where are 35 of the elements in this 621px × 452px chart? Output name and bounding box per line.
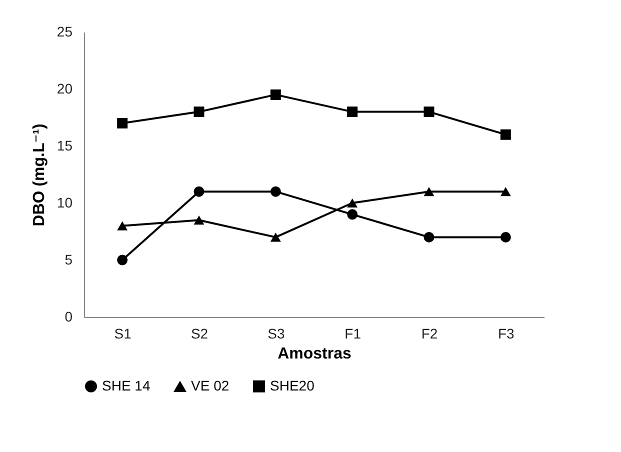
point bbox=[424, 106, 434, 118]
x-tick-label: F2 bbox=[421, 326, 438, 342]
point bbox=[270, 89, 281, 100]
point bbox=[194, 186, 204, 197]
point bbox=[347, 209, 358, 220]
x-tick-label: S3 bbox=[268, 326, 285, 342]
legend-label: SHE 14 bbox=[102, 377, 150, 394]
point bbox=[194, 106, 204, 118]
y-tick-label: 5 bbox=[64, 252, 73, 268]
y-tick-label: 15 bbox=[56, 138, 73, 154]
point bbox=[117, 221, 128, 230]
x-axis-title: Amostras bbox=[278, 346, 352, 362]
x-tick-label: S1 bbox=[114, 326, 132, 342]
x-tick-label: F3 bbox=[498, 326, 515, 342]
point bbox=[424, 232, 434, 242]
point bbox=[270, 232, 281, 242]
y-tick-label: 25 bbox=[56, 24, 73, 40]
x-tick-label: S2 bbox=[190, 326, 208, 342]
point bbox=[500, 232, 511, 242]
point bbox=[347, 106, 358, 118]
point bbox=[194, 216, 204, 225]
point bbox=[270, 186, 281, 197]
x-tick-label: F1 bbox=[344, 326, 362, 342]
point bbox=[117, 254, 128, 266]
y-tick-label: 10 bbox=[56, 194, 73, 210]
point bbox=[117, 118, 128, 128]
point bbox=[424, 187, 434, 196]
point bbox=[500, 129, 511, 140]
y-tick-label: 0 bbox=[64, 308, 73, 324]
legend-label: SHE20 bbox=[270, 377, 315, 394]
legend-label: VE 02 bbox=[191, 378, 230, 394]
point bbox=[347, 198, 358, 208]
point bbox=[500, 187, 511, 196]
y-tick-label: 20 bbox=[56, 80, 73, 96]
y-axis-title: DBO (mg.L⁻¹) bbox=[30, 124, 48, 226]
